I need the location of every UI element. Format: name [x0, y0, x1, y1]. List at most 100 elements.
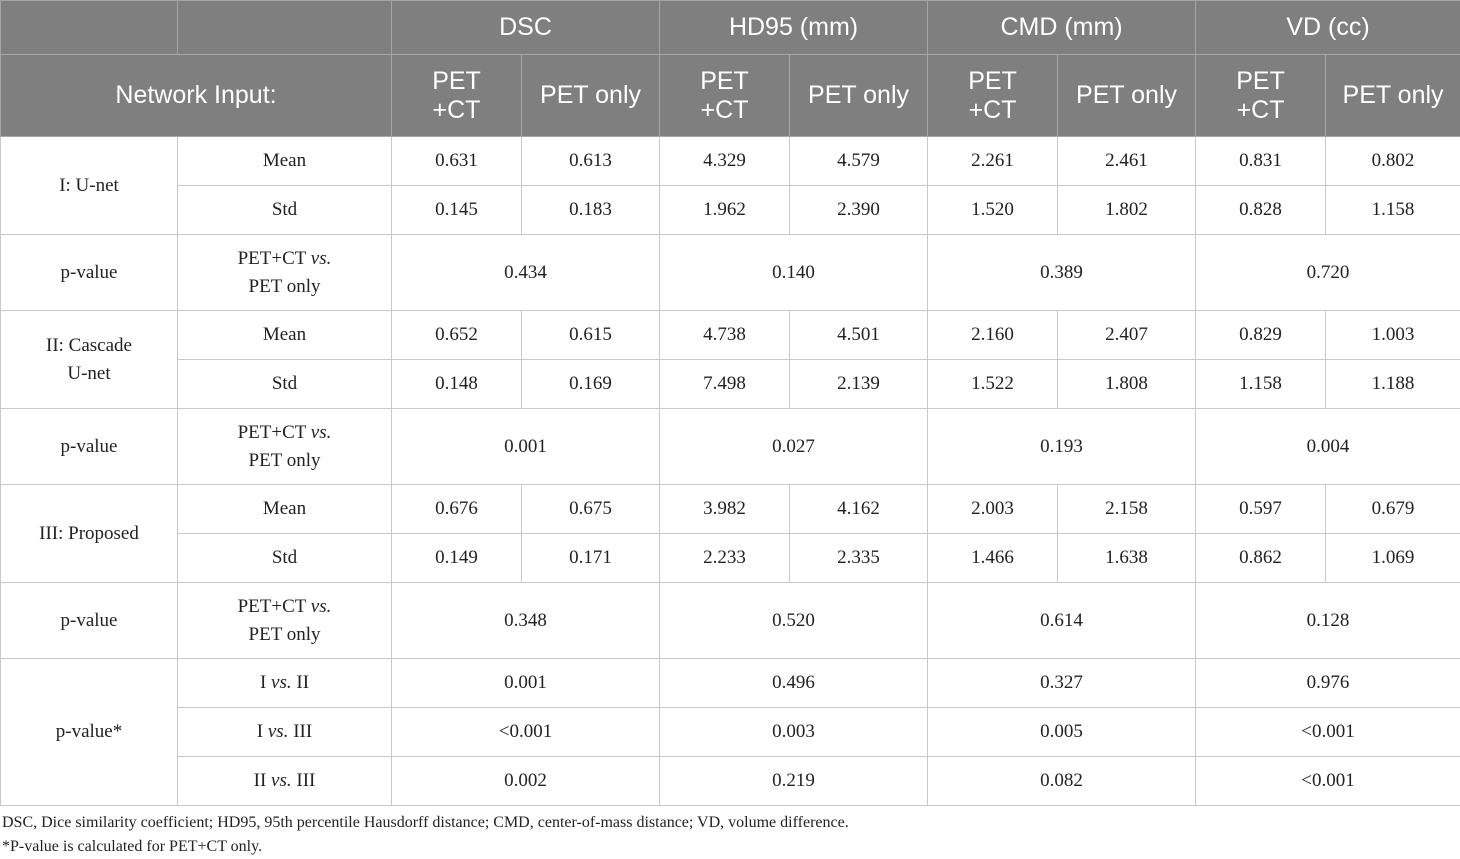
pairwise-vs: vs. [271, 672, 292, 693]
pairwise-comparison-label: I vs. II [177, 658, 392, 708]
network-input-label: Network Input: [0, 54, 392, 137]
table-cell: 2.158 [1057, 484, 1197, 534]
table-cell: 0.001 [390, 658, 661, 708]
table-cell: 1.802 [1057, 185, 1197, 235]
comparison-label: PET+CT vs. PET only [177, 234, 392, 311]
table-cell: <0.001 [390, 707, 661, 757]
stat-label-mean: Mean [177, 310, 392, 360]
table-cell: 0.128 [1195, 582, 1460, 659]
input-pet-ct-line2: +CT [968, 95, 1017, 124]
table-cell: 2.390 [789, 185, 929, 235]
table-cell: 1.069 [1325, 533, 1460, 583]
pvalue-label: p-value [0, 234, 178, 311]
table-cell: 0.720 [1195, 234, 1460, 311]
table-row: Std 0.148 0.169 7.498 2.139 1.522 1.808 … [1, 359, 1460, 409]
table-row: Std 0.149 0.171 2.233 2.335 1.466 1.638 … [1, 533, 1460, 583]
table-cell: 0.002 [390, 756, 661, 806]
input-pet-only-header: PET only [1325, 54, 1460, 137]
comparison-a: PET+CT [237, 247, 307, 269]
pairwise-b: II [296, 672, 310, 693]
table-cell: 0.597 [1195, 484, 1327, 534]
stat-label-std: Std [177, 359, 392, 409]
pairwise-a: II [253, 770, 267, 791]
table-cell: 0.613 [520, 136, 661, 186]
table-cell: 1.188 [1325, 359, 1460, 409]
input-pet-ct-line1: PET [1236, 66, 1285, 95]
table-cell: 0.171 [520, 533, 661, 583]
table-cell: 0.001 [390, 408, 661, 485]
comparison-label: PET+CT vs. PET only [177, 582, 392, 659]
table-cell: 4.738 [659, 310, 791, 360]
table-cell: 0.862 [1195, 533, 1327, 583]
table-row: III: Proposed Mean 0.676 0.675 3.982 4.1… [0, 484, 1460, 583]
header-row-inputs: Network Input: PET +CT PET only PET +CT PE… [0, 54, 1460, 137]
table-cell: 4.162 [789, 484, 929, 534]
table-cell: 0.027 [659, 408, 929, 485]
table-cell: 0.520 [659, 582, 929, 659]
table-cell: 0.389 [927, 234, 1197, 311]
header-corner-cell [0, 0, 178, 55]
model-name-cascade-unet: II: Cascade U-net [0, 310, 178, 409]
table-cell: 1.522 [927, 359, 1059, 409]
table-cell: 2.233 [659, 533, 791, 583]
table-cell: 4.501 [789, 310, 929, 360]
input-pet-ct-line2: +CT [700, 95, 749, 124]
stat-label-mean: Mean [177, 484, 392, 534]
table-cell: 2.261 [927, 136, 1059, 186]
table-row: I: U-net Mean 0.631 0.613 4.329 4.579 2.… [0, 136, 1460, 235]
pairwise-comparison-label: II vs. III [177, 756, 392, 806]
model-name-unet: I: U-net [0, 136, 178, 235]
table-cell: 1.466 [927, 533, 1059, 583]
table-cell: 2.335 [789, 533, 929, 583]
table-cell: <0.001 [1195, 756, 1460, 806]
table-cell: 0.193 [927, 408, 1197, 485]
table-row-pairwise: p-value* I vs. II 0.001 0.496 0.327 0.97… [0, 658, 1460, 806]
table-cell: 1.962 [659, 185, 791, 235]
input-pet-ct-header: PET +CT [1195, 54, 1327, 137]
table-cell: 2.461 [1057, 136, 1197, 186]
input-pet-only-header: PET only [1057, 54, 1197, 137]
table-cell: 0.434 [390, 234, 661, 311]
table-cell: 1.808 [1057, 359, 1197, 409]
input-pet-ct-line1: PET [700, 66, 749, 95]
input-pet-ct-header: PET +CT [927, 54, 1059, 137]
header-metric-dsc: DSC [390, 0, 661, 55]
table-cell: 1.158 [1195, 359, 1327, 409]
table-cell: 2.139 [789, 359, 929, 409]
pairwise-vs: vs. [271, 770, 292, 791]
model-name-proposed: III: Proposed [0, 484, 178, 583]
footnote-abbreviations: DSC, Dice similarity coefficient; HD95, … [2, 814, 849, 831]
header-metric-vd: VD (cc) [1195, 0, 1460, 55]
table-cell: 0.169 [520, 359, 661, 409]
table-cell: 0.831 [1195, 136, 1327, 186]
pvalue-label: p-value [0, 582, 178, 659]
pairwise-b: III [296, 770, 316, 791]
table-cell: 0.219 [659, 756, 929, 806]
table-cell: 0.615 [520, 310, 661, 360]
table-cell: 2.003 [927, 484, 1059, 534]
table-cell: 0.976 [1195, 658, 1460, 708]
table-cell: 7.498 [659, 359, 791, 409]
pairwise-comparison-label: I vs. III [177, 707, 392, 757]
results-table: DSC HD95 (mm) CMD (mm) VD (cc) Network I… [0, 0, 1460, 806]
table-cell: <0.001 [1195, 707, 1460, 757]
table-cell: 0.652 [391, 310, 522, 360]
table-cell: 2.407 [1057, 310, 1197, 360]
input-pet-ct-header: PET +CT [659, 54, 791, 137]
input-pet-ct-line2: +CT [1236, 95, 1285, 124]
table-cell: 0.676 [391, 484, 522, 534]
table-cell: 0.004 [1195, 408, 1460, 485]
table-cell: 4.579 [789, 136, 929, 186]
table-cell: 0.148 [391, 359, 522, 409]
input-pet-ct-line1: PET [968, 66, 1017, 95]
header-metric-cmd: CMD (mm) [927, 0, 1197, 55]
table-cell: 0.828 [1195, 185, 1327, 235]
table-cell: 0.327 [927, 658, 1197, 708]
pvalue-label: p-value [0, 408, 178, 485]
table-cell: 2.160 [927, 310, 1059, 360]
table-cell: 0.003 [659, 707, 929, 757]
pairwise-pvalue-label: p-value* [0, 658, 178, 806]
table-cell: 0.145 [391, 185, 522, 235]
comparison-a: PET+CT [237, 595, 307, 617]
model-name-line1: II: Cascade [46, 334, 132, 356]
